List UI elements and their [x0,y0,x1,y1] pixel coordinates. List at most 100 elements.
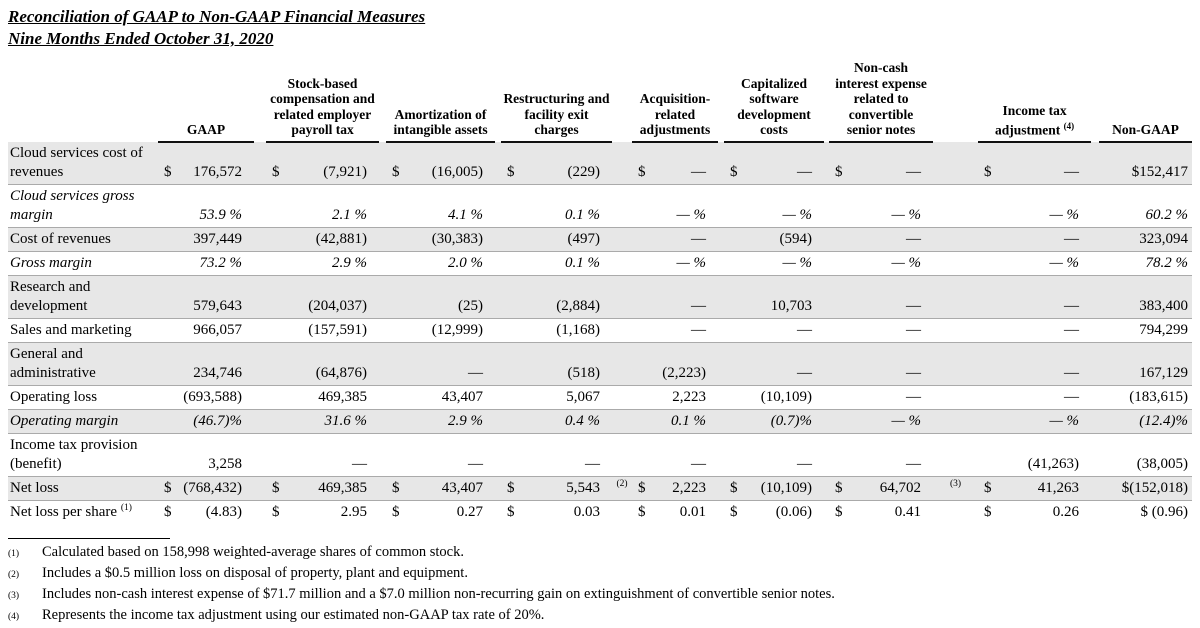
dollar-sign [158,317,176,342]
table-row: Research and development 579,643 (204,037)… [8,274,1193,318]
cell-value: — [996,384,1092,409]
dollar-sign: $ [632,475,649,500]
dollar-sign [501,432,520,476]
dollar-sign: $ [386,141,405,184]
cell-value: 31.6 % [284,408,380,433]
footnote-marker [612,317,633,342]
cell-value: — [996,141,1092,184]
spacer [824,317,830,342]
spacer [254,141,266,184]
column-header-gaap: GAAP [158,60,254,143]
footnote-marker [933,317,979,342]
cell-value: 10,703 [740,274,825,318]
dollar-sign [501,250,520,275]
cell-value: (41,263) [996,432,1092,476]
row-label: Cloud services gross margin [8,183,158,227]
footnote-marker [933,432,979,476]
spacer [824,499,830,524]
row-label: Net loss per share (1) [8,499,158,524]
dollar-sign [266,384,284,409]
column-header-stock-comp: Stock-based compensation and related emp… [266,60,380,143]
spacer [379,432,387,476]
dollar-sign [829,274,846,318]
cell-value: (64,876) [284,341,380,385]
dollar-sign: $ [501,499,520,524]
cell-value: — [648,274,719,318]
dollar-sign [266,408,284,433]
footnote-4: (4) Represents the income tax adjustment … [8,605,1192,626]
cell-value: 0.03 [519,499,613,524]
table-body: Cloud services cost of revenues $176,572 $… [8,141,1193,524]
cell-value: (2,223) [648,341,719,385]
spacer [379,141,387,184]
dollar-sign [978,432,997,476]
footnote-marker [612,274,633,318]
cell-value: — [519,432,613,476]
cell-value: (4.83) [176,499,254,524]
spacer [379,499,387,524]
table-row: Operating margin (46.7)% 31.6 % 2.9 % 0.4 % 0… [8,408,1193,433]
header-row: GAAP Stock-based compensation and relate… [8,60,1193,143]
cell-value: — % [845,183,934,227]
spacer [254,226,266,251]
spacer [824,274,830,318]
footnote-text: Includes a $0.5 million loss on disposal… [42,564,468,581]
spacer [495,432,502,476]
dollar-sign: $ [829,499,846,524]
cell-value: (229) [519,141,613,184]
dollar-sign [266,341,284,385]
dollar-sign [386,341,405,385]
dollar-sign [158,226,176,251]
dollar-sign: $ [632,499,649,524]
spacer [718,250,725,275]
spacer [379,341,387,385]
cell-value: 469,385 [284,384,380,409]
dollar-sign [632,274,649,318]
dollar-sign [632,183,649,227]
spacer [254,183,266,227]
footnote-marker [933,384,979,409]
cell-value: 2.0 % [404,250,496,275]
dollar-sign [158,408,176,433]
dollar-sign [632,408,649,433]
cell-value: — [648,141,719,184]
spacer [254,341,266,385]
cell-value: 0.1 % [519,183,613,227]
cell-value: (30,383) [404,226,496,251]
dollar-sign [724,226,741,251]
dollar-sign [724,183,741,227]
dollar-sign [978,250,997,275]
cell-value: — [740,341,825,385]
cell-value: — % [648,250,719,275]
spacer [379,250,387,275]
cell-value: (594) [740,226,825,251]
nongaap-value: 794,299 [1099,317,1193,342]
spacer [254,274,266,318]
spacer [254,475,266,500]
cell-value: — [996,226,1092,251]
cell-value: (12,999) [404,317,496,342]
footnote-marker: (4) [8,611,20,622]
dollar-sign [501,183,520,227]
dollar-sign: $ [978,475,997,500]
cell-value: 2.9 % [284,250,380,275]
footnote-marker: (1) [8,548,20,559]
row-label: Net loss [8,475,158,500]
spacer [379,183,387,227]
table-row: Net loss per share (1) $ (4.83) $2.95 $0.27 $… [8,499,1193,524]
spacer [495,499,502,524]
cell-value: 2,223 [648,475,719,500]
cell-value: — % [845,408,934,433]
spacer [824,384,830,409]
spacer [718,408,725,433]
cell-value: (0.7)% [740,408,825,433]
table-row: Cloud services cost of revenues $176,572 $… [8,141,1193,184]
dollar-sign [724,408,741,433]
footnote-marker [612,183,633,227]
dollar-sign: $ [829,141,846,184]
spacer [824,183,830,227]
cell-value: — [740,141,825,184]
dollar-sign [386,250,405,275]
spacer [1091,384,1100,409]
